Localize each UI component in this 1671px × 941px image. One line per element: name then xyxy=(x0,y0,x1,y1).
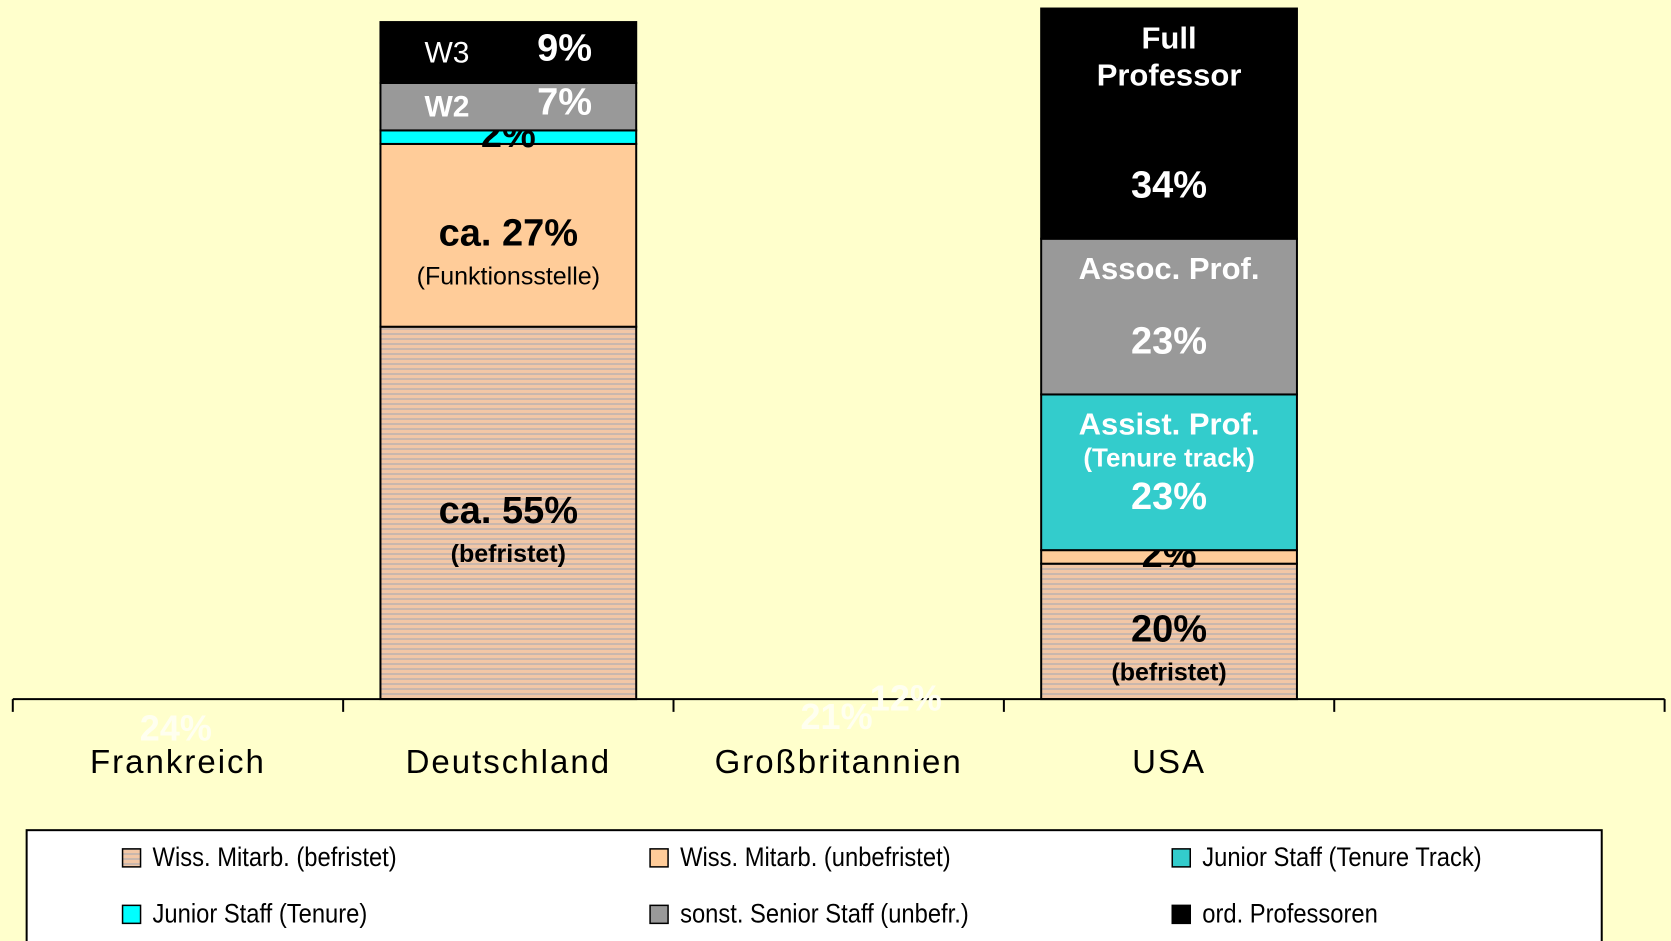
legend-item: Wiss. Mitarb. (befristet) xyxy=(121,843,397,873)
legend-swatch xyxy=(1171,904,1192,925)
legend-label: ord. Professoren xyxy=(1202,899,1378,929)
data-label: 34% xyxy=(1131,165,1207,207)
legend-swatch xyxy=(121,904,142,925)
legend-label: Wiss. Mitarb. (unbefristet) xyxy=(680,843,951,873)
bar-segment xyxy=(1040,237,1298,396)
data-label: 9% xyxy=(537,28,592,70)
bar-segment xyxy=(1040,7,1298,240)
legend-swatch xyxy=(1171,848,1192,868)
x-tick-label: USA xyxy=(1132,743,1206,780)
x-tick-label: Deutschland xyxy=(406,743,611,780)
legend-label: Wiss. Mitarb. (befristet) xyxy=(153,843,397,873)
data-label: 23% xyxy=(1131,476,1207,518)
data-label: 20% xyxy=(1131,608,1207,650)
segment-label: Assist. Prof. xyxy=(1079,407,1260,442)
bar-segment xyxy=(1040,562,1298,701)
legend-item: sonst. Senior Staff (unbefr.) xyxy=(649,899,969,929)
annotation: 21% xyxy=(801,696,873,737)
segment-label: Full xyxy=(1142,21,1197,56)
segment-label: W3 xyxy=(424,36,469,69)
legend-item: Wiss. Mitarb. (unbefristet) xyxy=(649,843,951,873)
segment-label: Professor xyxy=(1097,58,1242,93)
annotation: 12% xyxy=(870,678,942,719)
annotation: 24% xyxy=(140,708,212,749)
legend: Wiss. Mitarb. (befristet) Wiss. Mitarb. (… xyxy=(25,829,1603,941)
segment-label: (Funktionsstelle) xyxy=(417,263,600,291)
bar-segment xyxy=(379,325,638,701)
legend-label: sonst. Senior Staff (unbefr.) xyxy=(680,899,969,929)
x-tick-label: Frankreich xyxy=(90,743,266,780)
segment-label: W2 xyxy=(424,91,469,124)
legend-item: Junior Staff (Tenure Track) xyxy=(1171,843,1482,873)
legend-item: ord. Professoren xyxy=(1171,899,1378,929)
data-label: ca. 55% xyxy=(439,490,578,532)
data-label: 7% xyxy=(537,82,592,124)
bar-segment xyxy=(379,21,638,84)
data-label: 23% xyxy=(1131,320,1207,362)
legend-swatch xyxy=(649,848,669,868)
legend-label: Junior Staff (Tenure Track) xyxy=(1202,843,1481,873)
segment-label: (befristet) xyxy=(451,540,566,568)
bar-segment xyxy=(379,142,638,328)
legend-box xyxy=(25,829,1603,941)
legend-swatch xyxy=(121,848,142,868)
data-label: ca. 27% xyxy=(439,212,578,254)
segment-label: (befristet) xyxy=(1111,659,1226,687)
segment-label: (Tenure track) xyxy=(1083,442,1254,472)
bar-segment xyxy=(379,81,638,132)
segment-label: Assoc. Prof. xyxy=(1079,251,1260,286)
legend-label: Junior Staff (Tenure) xyxy=(153,899,368,929)
legend-item: Junior Staff (Tenure) xyxy=(121,899,368,929)
legend-swatch xyxy=(649,904,669,925)
x-tick-label: Großbritannien xyxy=(715,743,963,780)
